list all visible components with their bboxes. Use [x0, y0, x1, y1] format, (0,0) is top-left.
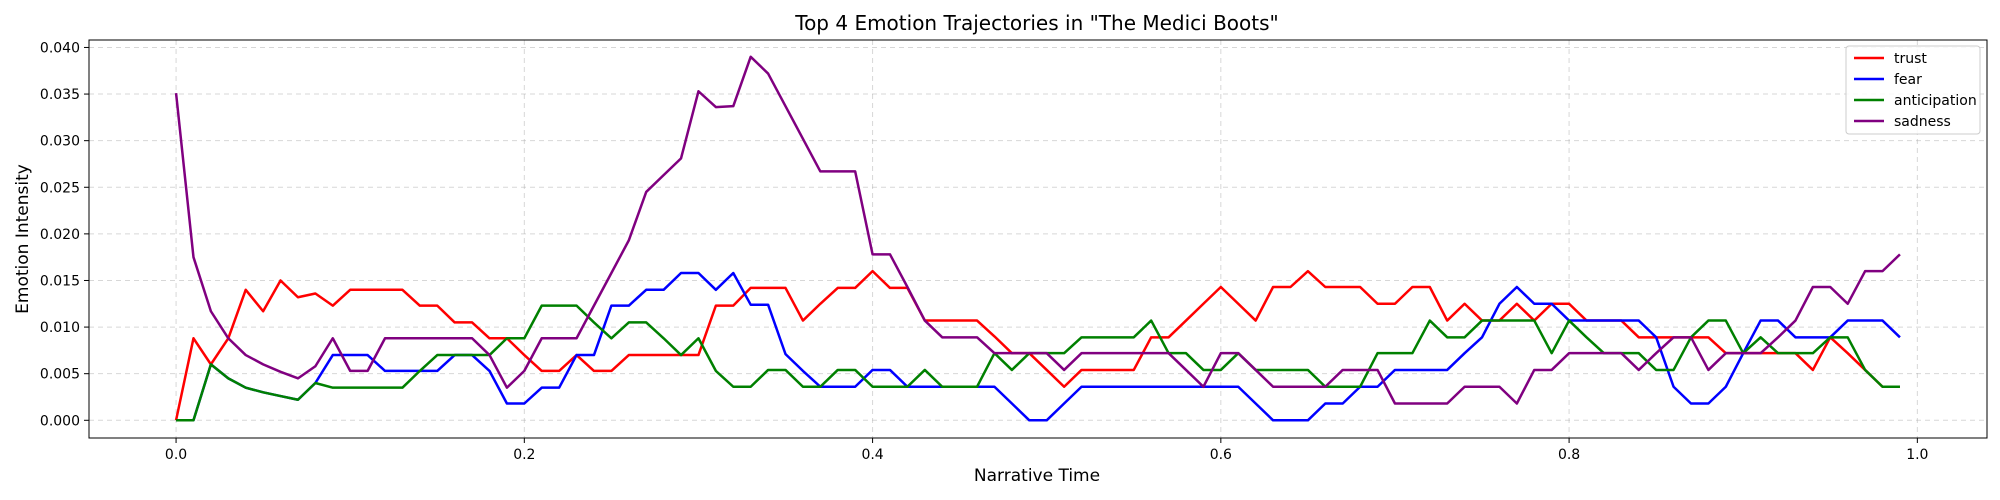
y-axis-label: Emotion Intensity	[13, 164, 33, 314]
legend-label-anticipation: anticipation	[1894, 93, 1977, 109]
y-tick-label: 0.005	[40, 367, 80, 383]
series-line-fear	[176, 271, 1901, 422]
y-tick-label: 0.040	[40, 40, 80, 56]
y-tick-label: 0.035	[40, 87, 80, 103]
y-tick-label: 0.020	[40, 227, 80, 243]
series-line-trust	[174, 269, 1900, 421]
x-axis-label: Narrative Time	[974, 466, 1100, 486]
x-tick-label: 0.0	[165, 447, 187, 463]
y-tick-label: 0.030	[40, 134, 80, 150]
y-tick-label: 0.010	[40, 320, 80, 336]
y-tick-label: 0.025	[40, 180, 80, 196]
x-tick-label: 0.2	[513, 447, 535, 463]
series-line-sadness	[174, 55, 1901, 405]
chart-title: Top 4 Emotion Trajectories in "The Medic…	[794, 11, 1279, 35]
y-tick-label: 0.000	[40, 413, 80, 429]
y-axis: 0.000 0.005 0.010 0.015 0.020 0.025 0.030 0.035…	[40, 40, 89, 429]
legend-label-fear: fear	[1894, 72, 1922, 88]
x-tick-label: 0.4	[861, 447, 883, 463]
legend-label-sadness: sadness	[1894, 114, 1951, 130]
x-axis: 0.0 0.2 0.4 0.6 0.8 1.0	[165, 438, 1928, 463]
legend-label-trust: trust	[1894, 51, 1927, 67]
legend: trust fear anticipation sadness	[1845, 45, 1981, 135]
series-layer	[174, 55, 1901, 422]
x-tick-label: 0.8	[1558, 447, 1580, 463]
y-tick-label: 0.015	[40, 273, 80, 289]
x-tick-label: 0.6	[1210, 447, 1232, 463]
plot-frame	[88, 39, 1988, 439]
x-tick-label: 1.0	[1906, 447, 1928, 463]
legend-box	[1845, 45, 1981, 135]
grid	[89, 40, 1987, 438]
